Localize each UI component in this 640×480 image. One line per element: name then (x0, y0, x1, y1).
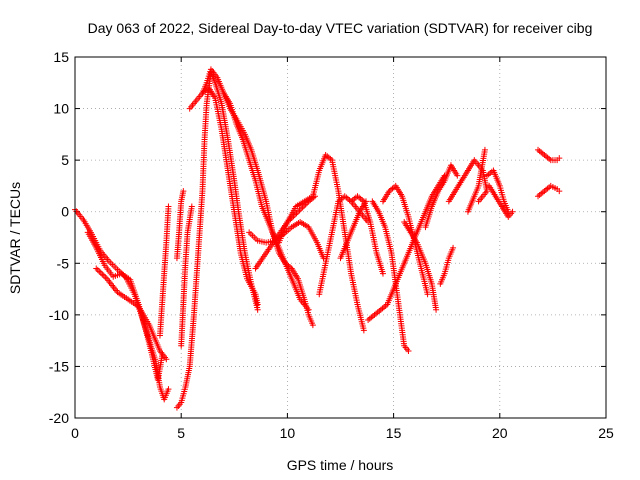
series-arc-16 (348, 193, 386, 277)
x-tick-label: 10 (280, 425, 296, 441)
data-point (481, 146, 488, 153)
data-point (454, 172, 461, 179)
data-point (320, 255, 327, 262)
data-point (165, 386, 172, 393)
data-point (180, 188, 187, 195)
x-axis-label: GPS time / hours (287, 457, 394, 473)
data-point (165, 203, 172, 210)
series-arc-25 (484, 167, 512, 215)
y-tick-label: -15 (49, 358, 69, 374)
series-arc-28 (535, 182, 563, 200)
data-point (254, 301, 261, 308)
x-tick-label: 0 (71, 425, 79, 441)
x-tick-label: 15 (386, 425, 402, 441)
data-point (94, 266, 101, 273)
data-point (163, 356, 170, 363)
y-tick-label: -10 (49, 307, 69, 323)
series-arc-20 (401, 219, 440, 313)
x-tick-label: 25 (598, 425, 614, 441)
data-point (188, 203, 195, 210)
series-arc-22 (437, 244, 457, 287)
plot-frame (74, 56, 607, 419)
y-tick-label: 10 (53, 101, 69, 117)
data-point (93, 265, 100, 272)
data-point (102, 274, 109, 281)
data-point (556, 188, 563, 195)
series-arc-10 (220, 90, 312, 313)
series-arc-6 (173, 188, 187, 262)
data-point (305, 306, 312, 313)
series-arc-18 (369, 198, 412, 354)
series-arc-4 (156, 203, 172, 339)
data-point (99, 271, 106, 278)
data-point (97, 269, 104, 276)
y-tick-label: -20 (49, 410, 69, 426)
data-point (254, 306, 261, 313)
y-tick-label: 0 (61, 204, 69, 220)
x-tick-label: 20 (492, 425, 508, 441)
data-point (405, 347, 412, 354)
series-arc-14 (316, 193, 372, 298)
x-tick-label: 5 (177, 425, 185, 441)
y-axis-label: SDTVAR / TECUs (7, 182, 23, 294)
series-arc-2 (84, 229, 166, 383)
y-tick-label: 5 (61, 152, 69, 168)
series-arc-3 (93, 265, 170, 363)
series-arc-7 (178, 203, 195, 349)
data-point (309, 322, 316, 329)
data-point (360, 327, 367, 334)
data-point (505, 208, 512, 215)
series-arc-13 (275, 151, 367, 334)
series-arc-15 (337, 198, 369, 262)
data-point (475, 198, 482, 205)
series-arc-26 (464, 146, 488, 215)
data-point (450, 244, 457, 251)
data-point (96, 268, 103, 275)
grid (75, 57, 606, 418)
y-tick-label: -5 (57, 255, 70, 271)
series-arc-5 (173, 69, 261, 411)
series-arc-23 (445, 157, 491, 205)
series-arc-9 (199, 84, 261, 308)
chart-title: Day 063 of 2022, Sidereal Day-to-day VTE… (88, 20, 593, 36)
data-marks (72, 66, 563, 411)
data-point (433, 306, 440, 313)
data-point (100, 272, 107, 279)
data-point (556, 155, 563, 162)
series-arc-21 (422, 162, 461, 231)
data-point (379, 270, 386, 277)
axis-ticks: 0 5 10 15 20 25 -20 -15 -10 -5 0 5 10 15 (49, 49, 614, 441)
y-tick-label: 15 (53, 49, 69, 65)
series-arc-27 (535, 146, 563, 164)
data-point (295, 208, 302, 215)
data-point (424, 291, 431, 298)
